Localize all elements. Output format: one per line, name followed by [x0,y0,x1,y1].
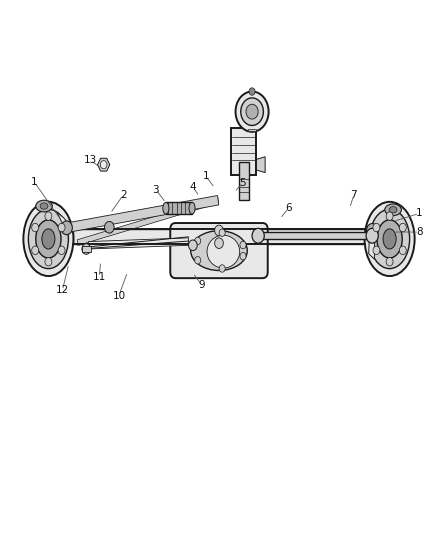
Ellipse shape [377,220,402,258]
Text: 8: 8 [416,227,423,237]
Text: 13: 13 [84,156,97,165]
Circle shape [373,223,380,232]
Ellipse shape [163,203,169,214]
Polygon shape [248,128,256,131]
Circle shape [240,253,246,260]
Text: 1: 1 [416,208,423,219]
Text: 2: 2 [120,190,127,200]
Circle shape [252,228,264,243]
Circle shape [399,246,406,255]
Text: 11: 11 [93,272,106,282]
Circle shape [241,98,263,125]
Circle shape [219,265,225,272]
FancyBboxPatch shape [170,223,268,278]
Polygon shape [231,127,256,175]
Text: 7: 7 [350,190,357,200]
Circle shape [194,237,201,245]
Circle shape [215,238,223,248]
Circle shape [61,221,72,235]
Ellipse shape [389,207,397,213]
Ellipse shape [189,203,195,214]
Polygon shape [57,213,72,228]
Ellipse shape [207,235,240,268]
Polygon shape [166,203,192,214]
Circle shape [188,240,197,251]
Ellipse shape [364,202,415,276]
Circle shape [386,212,393,220]
Ellipse shape [42,229,55,249]
Text: 1: 1 [31,176,37,187]
Circle shape [45,257,52,266]
Circle shape [236,92,268,132]
Circle shape [32,246,39,255]
Polygon shape [82,246,91,252]
Circle shape [194,256,201,264]
Circle shape [58,223,65,232]
Ellipse shape [40,203,48,209]
Polygon shape [256,157,265,173]
Circle shape [373,246,380,255]
Text: 12: 12 [56,285,69,295]
Polygon shape [171,228,182,229]
Circle shape [240,241,246,249]
Circle shape [399,223,406,232]
Text: 4: 4 [190,182,196,192]
Circle shape [366,228,378,243]
Text: 6: 6 [285,203,292,213]
Ellipse shape [385,204,401,216]
Ellipse shape [28,209,68,269]
Circle shape [82,244,91,254]
Ellipse shape [36,220,61,258]
Text: 3: 3 [152,184,159,195]
Text: 10: 10 [112,290,125,301]
Circle shape [249,88,255,95]
Text: 5: 5 [240,177,246,188]
Ellipse shape [36,200,52,212]
Circle shape [386,257,393,266]
Polygon shape [66,196,219,232]
Circle shape [105,221,114,233]
Circle shape [246,104,258,119]
Circle shape [32,223,39,232]
Ellipse shape [383,229,396,249]
Circle shape [58,246,65,255]
Polygon shape [98,158,110,171]
Polygon shape [258,232,372,239]
Ellipse shape [191,231,247,270]
Circle shape [219,229,225,237]
Circle shape [100,160,107,169]
Polygon shape [77,197,219,246]
Polygon shape [256,228,267,229]
Ellipse shape [370,209,410,269]
Circle shape [215,225,223,236]
Ellipse shape [23,202,74,276]
Text: 9: 9 [198,280,205,290]
Polygon shape [239,161,250,200]
Polygon shape [88,238,188,249]
Text: 1: 1 [203,172,209,181]
Polygon shape [73,229,365,244]
Circle shape [45,212,52,220]
Polygon shape [369,230,375,259]
Circle shape [367,223,378,237]
